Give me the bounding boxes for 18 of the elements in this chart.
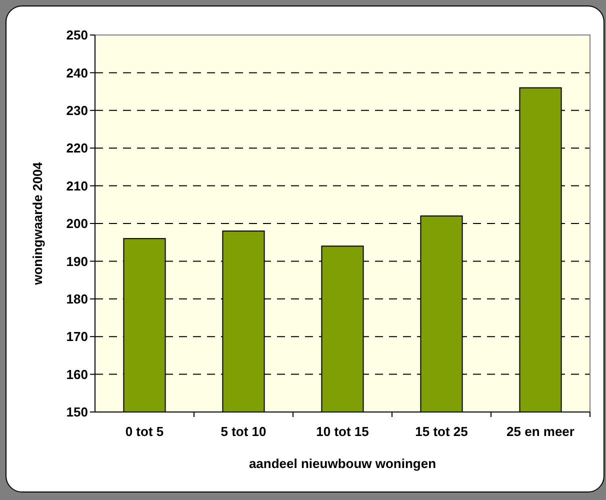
- y-tick-label: 150: [66, 404, 88, 420]
- y-tick-label: 220: [66, 140, 88, 156]
- y-tick-label: 160: [66, 366, 88, 382]
- y-tick-label: 230: [66, 102, 88, 118]
- x-tick-label: 25 en meer: [506, 424, 574, 439]
- x-tick-label: 5 tot 10: [220, 424, 266, 439]
- y-tick-label: 250: [66, 28, 88, 43]
- y-tick-label: 210: [66, 178, 88, 194]
- y-tick-label: 180: [66, 291, 88, 306]
- y-tick-label: 240: [66, 65, 88, 80]
- y-axis-title: woningwaarde 2004: [30, 161, 45, 286]
- y-tick-label: 190: [66, 254, 88, 269]
- x-axis-title: aandeel nieuwbouw woningen: [248, 456, 436, 471]
- y-tick-label: 200: [66, 216, 88, 232]
- y-tick-label: 170: [66, 329, 88, 344]
- x-tick-label: 15 tot 25: [415, 424, 468, 439]
- x-tick-label: 0 tot 5: [125, 424, 164, 439]
- x-tick-label: 10 tot 15: [316, 424, 369, 439]
